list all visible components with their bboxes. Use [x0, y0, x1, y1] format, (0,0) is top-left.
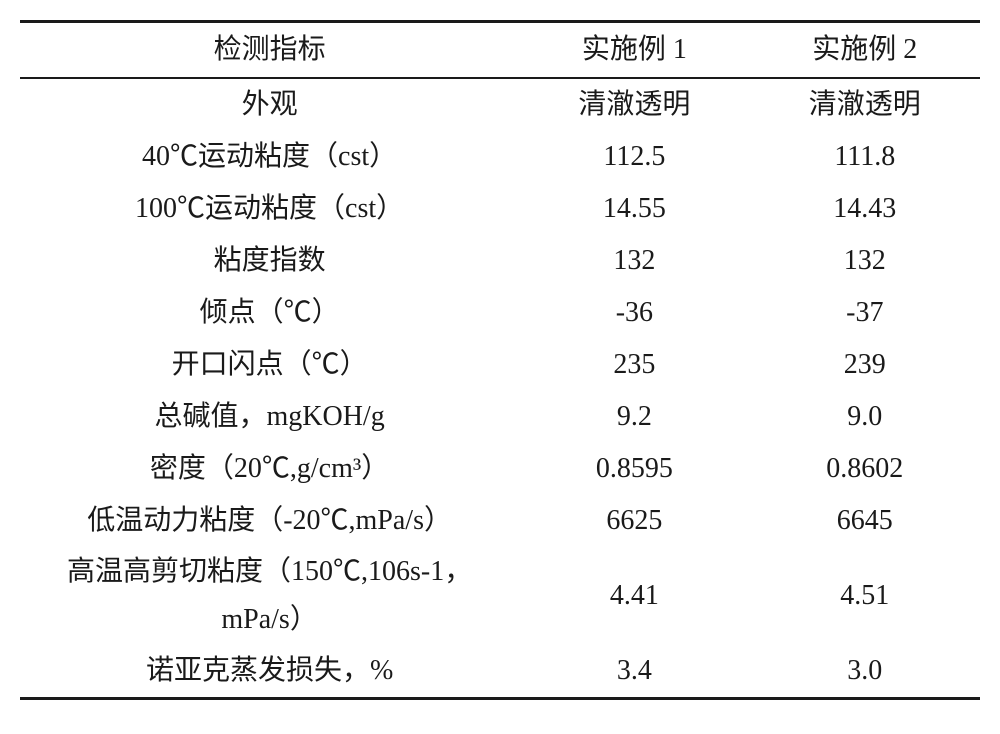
- cell-example1: 14.55: [519, 183, 749, 235]
- cell-example1: 清澈透明: [519, 78, 749, 131]
- table-row: 密度（20℃,g/cm³）0.85950.8602: [20, 443, 980, 495]
- table-row: 倾点（℃）-36-37: [20, 287, 980, 339]
- header-metric: 检测指标: [20, 22, 519, 79]
- cell-example2: 4.51: [750, 547, 980, 645]
- cell-example2: 14.43: [750, 183, 980, 235]
- table-row: 开口闪点（℃）235239: [20, 339, 980, 391]
- cell-label: 高温高剪切粘度（150℃,106s-1，mPa/s）: [20, 547, 519, 645]
- cell-example1: 6625: [519, 495, 749, 547]
- table-row: 低温动力粘度（-20℃,mPa/s）66256645: [20, 495, 980, 547]
- table-row: 外观清澈透明清澈透明: [20, 78, 980, 131]
- cell-label: 100℃运动粘度（cst）: [20, 183, 519, 235]
- cell-example2: 9.0: [750, 391, 980, 443]
- cell-label: 低温动力粘度（-20℃,mPa/s）: [20, 495, 519, 547]
- table-row: 总碱值，mgKOH/g9.29.0: [20, 391, 980, 443]
- header-example1: 实施例 1: [519, 22, 749, 79]
- header-example2: 实施例 2: [750, 22, 980, 79]
- table-row: 高温高剪切粘度（150℃,106s-1，mPa/s）4.414.51: [20, 547, 980, 645]
- table-row: 100℃运动粘度（cst）14.5514.43: [20, 183, 980, 235]
- cell-example2: 6645: [750, 495, 980, 547]
- cell-label: 密度（20℃,g/cm³）: [20, 443, 519, 495]
- cell-example1: 132: [519, 235, 749, 287]
- cell-label: 诺亚克蒸发损失，%: [20, 645, 519, 699]
- data-table: 检测指标 实施例 1 实施例 2 外观清澈透明清澈透明40℃运动粘度（cst）1…: [20, 20, 980, 700]
- cell-example1: 4.41: [519, 547, 749, 645]
- cell-example2: 111.8: [750, 131, 980, 183]
- cell-example1: 0.8595: [519, 443, 749, 495]
- cell-label: 总碱值，mgKOH/g: [20, 391, 519, 443]
- cell-label: 粘度指数: [20, 235, 519, 287]
- cell-example2: 清澈透明: [750, 78, 980, 131]
- cell-example1: 3.4: [519, 645, 749, 699]
- cell-example2: 132: [750, 235, 980, 287]
- cell-example2: 0.8602: [750, 443, 980, 495]
- cell-label: 40℃运动粘度（cst）: [20, 131, 519, 183]
- table-row: 40℃运动粘度（cst）112.5111.8: [20, 131, 980, 183]
- cell-example2: 239: [750, 339, 980, 391]
- cell-example1: 9.2: [519, 391, 749, 443]
- table-row: 诺亚克蒸发损失，%3.43.0: [20, 645, 980, 699]
- cell-example1: 112.5: [519, 131, 749, 183]
- table-row: 粘度指数132132: [20, 235, 980, 287]
- cell-example1: -36: [519, 287, 749, 339]
- cell-example2: -37: [750, 287, 980, 339]
- cell-label: 开口闪点（℃）: [20, 339, 519, 391]
- table-body: 外观清澈透明清澈透明40℃运动粘度（cst）112.5111.8100℃运动粘度…: [20, 78, 980, 699]
- cell-label: 外观: [20, 78, 519, 131]
- table-header-row: 检测指标 实施例 1 实施例 2: [20, 22, 980, 79]
- cell-label: 倾点（℃）: [20, 287, 519, 339]
- cell-example1: 235: [519, 339, 749, 391]
- cell-example2: 3.0: [750, 645, 980, 699]
